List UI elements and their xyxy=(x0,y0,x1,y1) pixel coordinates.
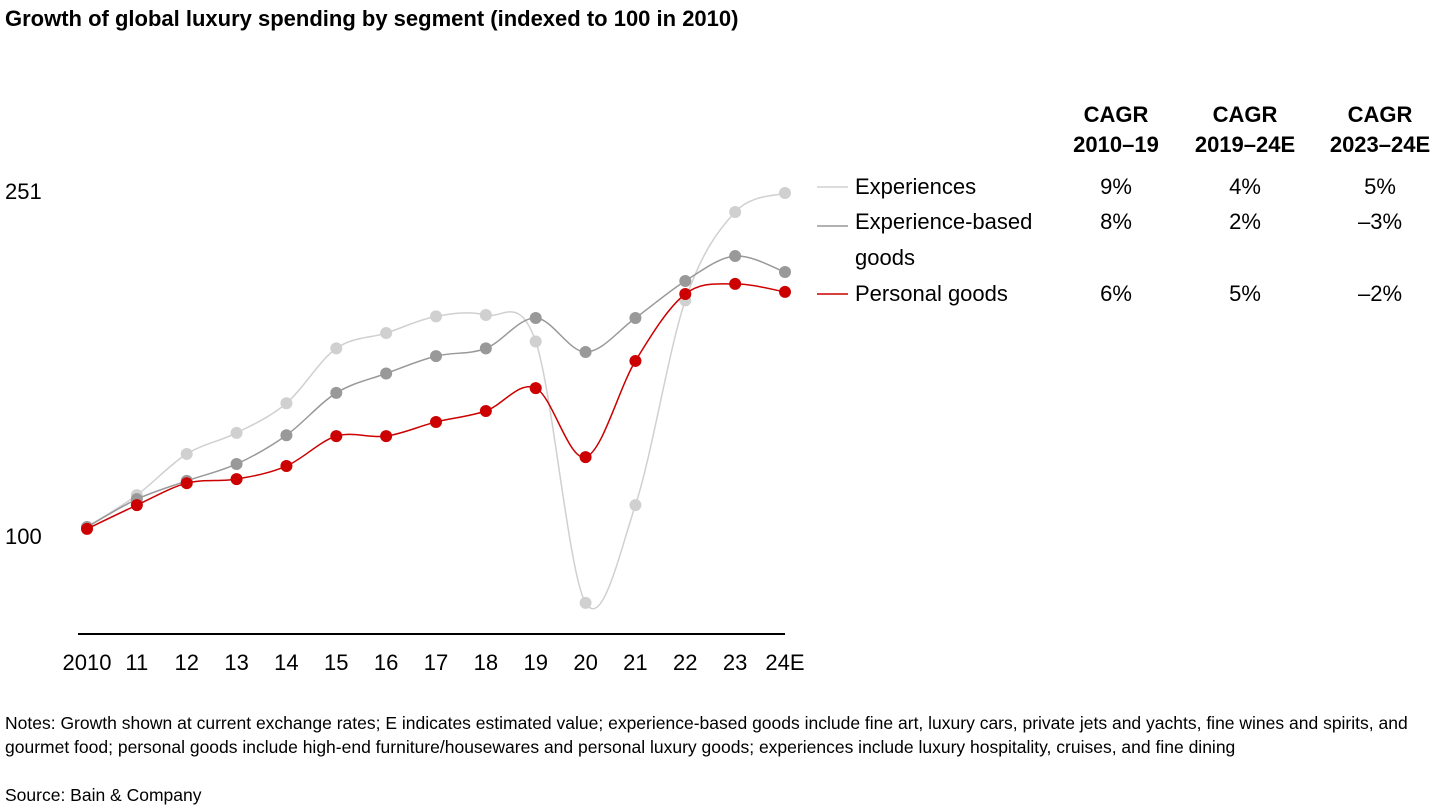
notes: Notes: Growth shown at current exchange … xyxy=(5,713,1408,757)
x-tick-label: 21 xyxy=(623,650,647,675)
x-tick-label: 23 xyxy=(723,650,747,675)
data-point xyxy=(380,430,393,443)
data-point xyxy=(479,404,492,417)
x-tick-label: 15 xyxy=(324,650,348,675)
table-cell: –3% xyxy=(1357,209,1403,234)
data-point xyxy=(430,415,442,428)
table-cell: 4% xyxy=(1229,174,1261,199)
data-point xyxy=(729,250,742,263)
y-tick-label: 100 xyxy=(5,524,42,549)
x-tick-label: 22 xyxy=(673,650,697,675)
x-tick-label: 13 xyxy=(224,650,248,675)
chart-title: Growth of global luxury spending by segm… xyxy=(5,6,739,31)
data-point xyxy=(579,346,592,359)
data-point xyxy=(230,473,243,486)
data-point xyxy=(280,429,293,442)
data-point xyxy=(180,477,193,490)
x-tick-label: 16 xyxy=(374,650,398,675)
data-point xyxy=(679,287,692,300)
table-header: CAGR xyxy=(1083,102,1149,127)
data-point xyxy=(479,309,492,322)
data-point xyxy=(529,335,542,348)
table-header: CAGR xyxy=(1347,102,1413,127)
source: Source: Bain & Company xyxy=(5,785,202,805)
table-cell: 5% xyxy=(1229,281,1261,306)
table-header: 2019–24E xyxy=(1194,132,1296,157)
x-tick-label: 19 xyxy=(523,650,547,675)
data-point xyxy=(629,499,642,512)
x-tick-label: 12 xyxy=(174,650,198,675)
data-point xyxy=(529,382,542,395)
table-cell: –2% xyxy=(1357,281,1403,306)
data-point xyxy=(330,430,343,443)
data-point xyxy=(330,342,343,355)
x-tick-label: 14 xyxy=(274,650,298,675)
data-point xyxy=(579,451,592,464)
x-tick-label: 24E xyxy=(765,650,804,675)
data-point xyxy=(629,354,642,367)
data-point xyxy=(81,522,93,535)
data-point xyxy=(130,499,143,512)
data-point xyxy=(180,447,193,460)
series-line xyxy=(86,192,786,610)
data-point xyxy=(230,426,243,439)
y-tick-label: 251 xyxy=(5,179,42,204)
table-cell: 2% xyxy=(1229,209,1261,234)
data-point xyxy=(430,310,442,323)
data-point xyxy=(280,460,293,473)
data-point xyxy=(230,457,243,470)
x-tick-label: 20 xyxy=(573,650,597,675)
data-point xyxy=(529,311,542,324)
x-tick-label: 2010 xyxy=(63,650,112,675)
data-point xyxy=(679,274,692,287)
data-point xyxy=(779,285,791,298)
table-cell: 6% xyxy=(1100,281,1132,306)
data-point xyxy=(779,186,791,199)
x-tick-label: 17 xyxy=(424,650,448,675)
data-point xyxy=(479,342,492,355)
legend-label: Personal goods xyxy=(855,281,1008,306)
data-point xyxy=(380,327,393,340)
table-cell: 9% xyxy=(1100,174,1132,199)
legend-label: Experiences xyxy=(855,174,977,199)
table-cell: 8% xyxy=(1100,209,1132,234)
x-tick-label: 18 xyxy=(474,650,498,675)
data-point xyxy=(629,311,642,324)
data-point xyxy=(779,266,791,279)
data-point xyxy=(380,367,393,380)
data-point xyxy=(330,386,343,399)
legend-label: Experience-based goods xyxy=(855,209,1033,270)
series-line xyxy=(86,283,786,530)
data-point xyxy=(579,596,592,609)
data-point xyxy=(280,397,293,410)
data-point xyxy=(729,205,742,218)
table-header: CAGR xyxy=(1212,102,1278,127)
data-point xyxy=(430,350,442,363)
x-tick-label: 11 xyxy=(125,650,148,675)
table-header: 2010–19 xyxy=(1073,132,1159,157)
data-point xyxy=(729,277,742,290)
table-header: 2023–24E xyxy=(1329,132,1431,157)
table-cell: 5% xyxy=(1364,174,1396,199)
